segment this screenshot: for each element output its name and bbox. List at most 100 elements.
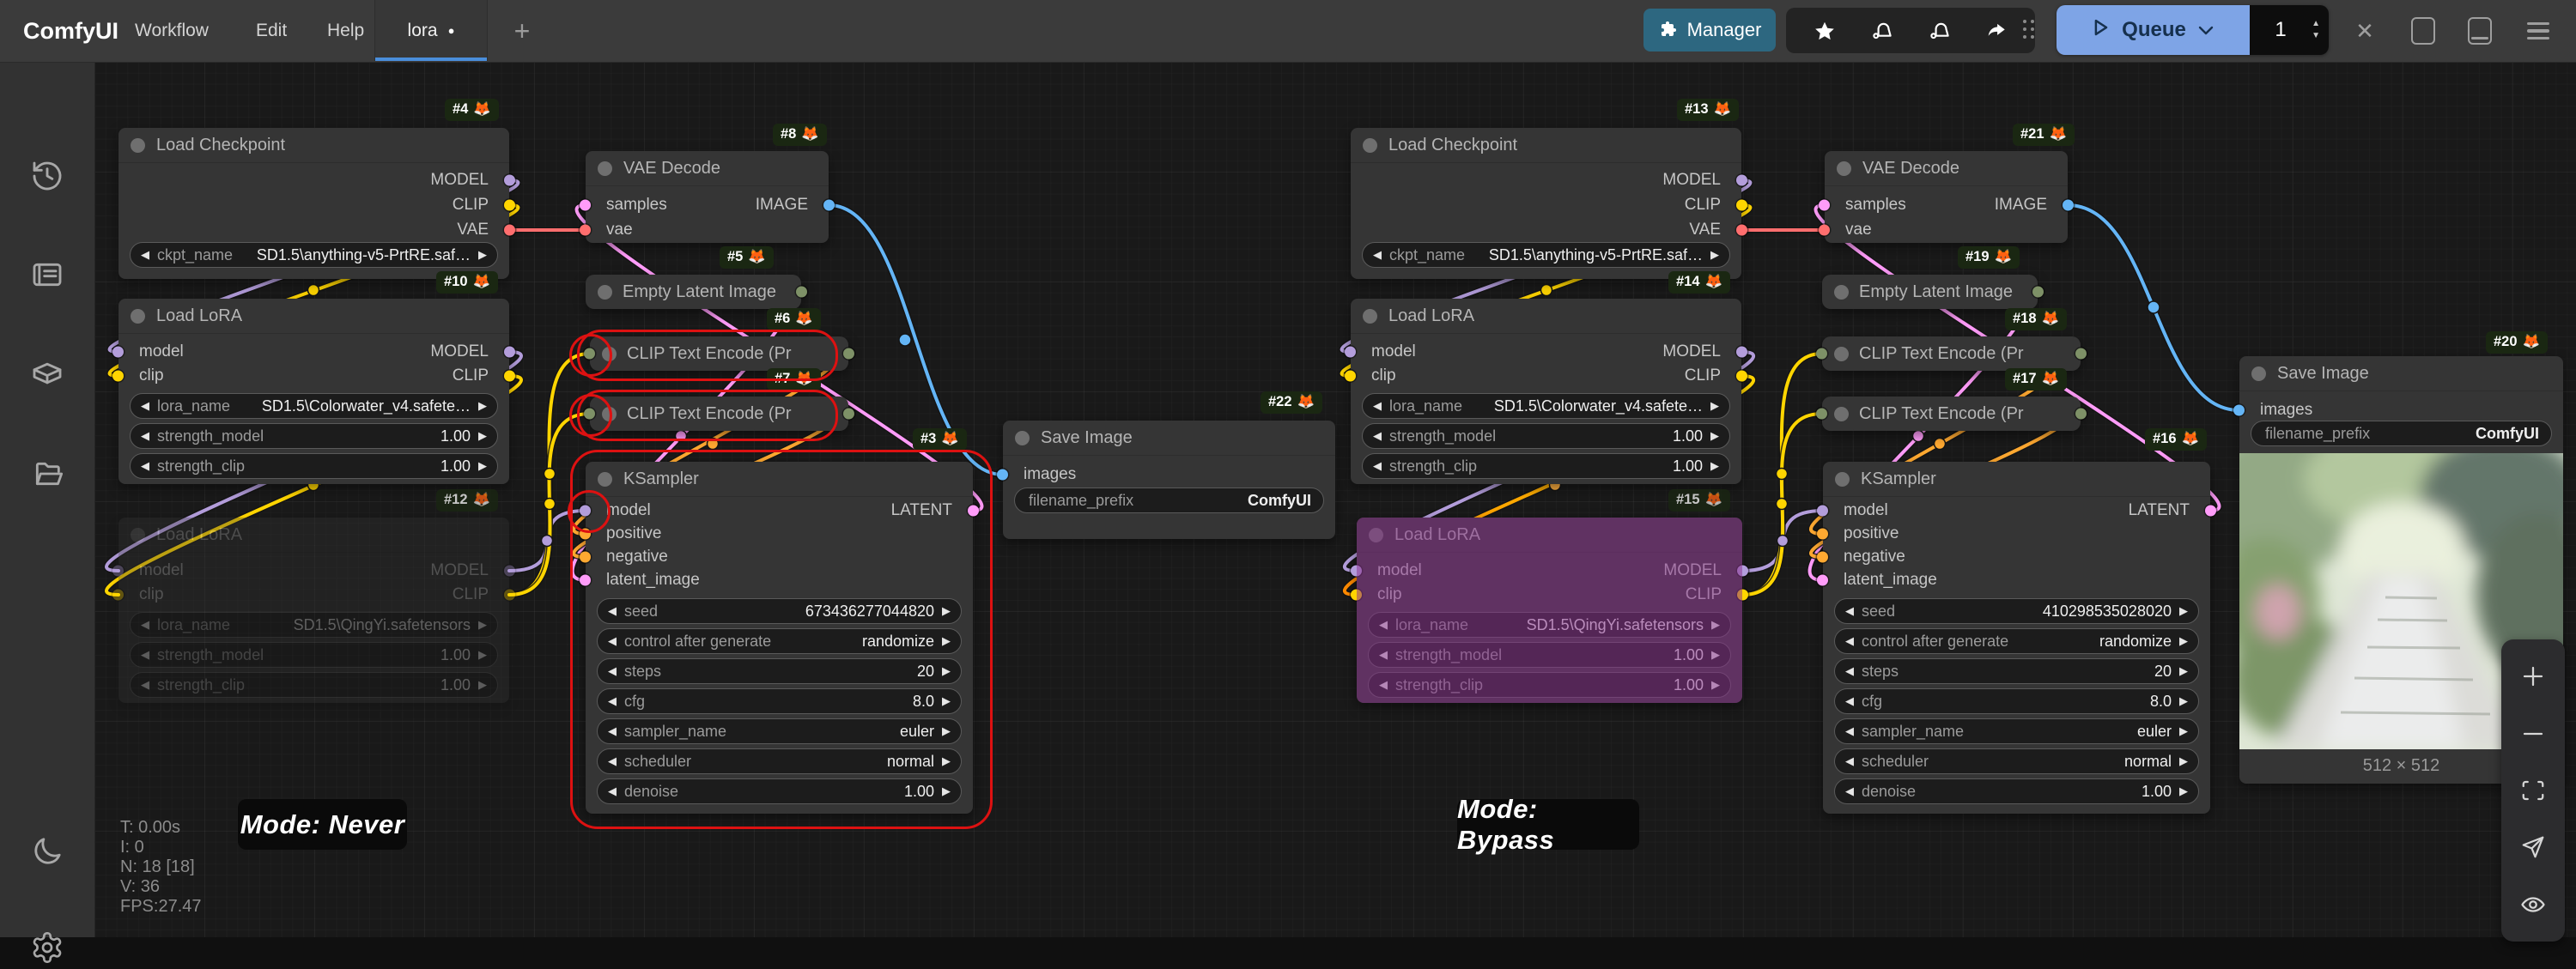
collapse-dot[interactable]	[131, 527, 145, 542]
menu-workflow[interactable]: Workflow	[135, 21, 209, 40]
model-port[interactable]	[504, 174, 515, 186]
new-workflow-button[interactable]: +	[513, 15, 531, 46]
fit-view-button[interactable]	[2518, 776, 2548, 805]
node-clip-encode-positive-collapsed[interactable]: CLIP Text Encode (Pr	[584, 336, 854, 371]
widget-control-after-generate[interactable]: ◀ control after generate randomize ▶	[1834, 628, 2199, 654]
clip-port[interactable]	[1736, 199, 1747, 211]
conditioning-out-port[interactable]	[2075, 408, 2087, 420]
queue-run-button[interactable]: Queue	[2057, 5, 2250, 55]
next-arrow-icon[interactable]: ▶	[942, 724, 951, 737]
focus-mode-button[interactable]	[2408, 15, 2439, 46]
widget-cfg[interactable]: ◀ cfg 8.0 ▶	[597, 688, 962, 714]
node-save-image[interactable]: Save Image images filename_prefix ComfyUI	[997, 421, 1335, 539]
node-load-lora-muted[interactable]: Load LoRA model clip MODEL CLIP ◀ lora_na…	[112, 518, 515, 703]
node-ksampler[interactable]: KSampler model positive negative latent_…	[1817, 462, 2216, 814]
node-library-icon[interactable]	[30, 257, 64, 292]
clip-in-port[interactable]	[584, 348, 595, 360]
star-icon[interactable]	[1814, 20, 1836, 42]
prev-arrow-icon[interactable]: ◀	[608, 724, 617, 737]
latent-port[interactable]	[1817, 574, 1828, 586]
next-arrow-icon[interactable]: ▶	[478, 429, 487, 442]
node-empty-latent-collapsed[interactable]: Empty Latent Image	[586, 275, 807, 309]
widget-cfg[interactable]: ◀ cfg 8.0 ▶	[1834, 688, 2199, 714]
next-arrow-icon[interactable]: ▶	[478, 248, 487, 261]
collapse-dot[interactable]	[602, 406, 617, 421]
node-header[interactable]: Load Checkpoint	[1351, 128, 1741, 163]
drag-handle-icon[interactable]	[2023, 20, 2038, 42]
prev-arrow-icon[interactable]: ◀	[608, 754, 617, 767]
node-header[interactable]: KSampler	[586, 462, 973, 497]
next-arrow-icon[interactable]: ▶	[478, 618, 487, 631]
widget-ckpt-name[interactable]: ◀ ckpt_name SD1.5\anything-v5-PrtRE.saf… ▶	[1362, 242, 1730, 268]
images-port[interactable]	[997, 469, 1008, 481]
prev-arrow-icon[interactable]: ◀	[1845, 784, 1854, 797]
model-port[interactable]	[1736, 174, 1747, 186]
next-arrow-icon[interactable]: ▶	[2179, 784, 2188, 797]
negative-port[interactable]	[1817, 551, 1828, 563]
widget-ckpt-name[interactable]: ◀ ckpt_name SD1.5\anything-v5-PrtRE.saf… ▶	[130, 242, 498, 268]
collapse-dot[interactable]	[131, 137, 145, 153]
prev-arrow-icon[interactable]: ◀	[1845, 604, 1854, 617]
latent-out-port[interactable]	[2205, 505, 2216, 517]
collapse-dot[interactable]	[1363, 308, 1377, 324]
node-header[interactable]: Load Checkpoint	[118, 128, 509, 163]
conditioning-out-port[interactable]	[843, 348, 854, 360]
node-vae-decode[interactable]: VAE Decode samples IMAGE vae	[580, 151, 835, 243]
prev-arrow-icon[interactable]: ◀	[1845, 694, 1854, 707]
next-arrow-icon[interactable]: ▶	[942, 664, 951, 677]
model-port[interactable]	[504, 565, 515, 577]
widget-control-after-generate[interactable]: ◀ control after generate randomize ▶	[597, 628, 962, 654]
prev-arrow-icon[interactable]: ◀	[1845, 724, 1854, 737]
model-port[interactable]	[1736, 346, 1747, 358]
conditioning-out-port[interactable]	[2075, 348, 2087, 360]
zoom-out-button[interactable]	[2518, 719, 2548, 748]
clip-port[interactable]	[504, 199, 515, 211]
node-empty-latent-collapsed[interactable]: Empty Latent Image	[1822, 275, 2044, 309]
vae-port[interactable]	[1819, 224, 1830, 236]
prev-arrow-icon[interactable]: ◀	[1845, 634, 1854, 647]
collapse-dot[interactable]	[598, 160, 612, 176]
increment-icon[interactable]: ▲	[2312, 19, 2320, 28]
zoom-in-button[interactable]	[2518, 662, 2548, 691]
node-header[interactable]: Load LoRA	[118, 518, 509, 553]
collapse-dot[interactable]	[1834, 406, 1849, 421]
node-clip-encode-negative-collapsed[interactable]: CLIP Text Encode (Pr	[1816, 397, 2087, 431]
collapse-dot[interactable]	[1015, 430, 1030, 445]
collapse-dot[interactable]	[1834, 284, 1849, 300]
bottom-panel-toggle-button[interactable]	[2464, 15, 2495, 46]
node-header[interactable]: Save Image	[2239, 356, 2563, 391]
queue-history-icon[interactable]	[30, 159, 64, 193]
prev-arrow-icon[interactable]: ◀	[608, 604, 617, 617]
menu-edit[interactable]: Edit	[256, 21, 288, 40]
next-arrow-icon[interactable]: ▶	[1710, 429, 1719, 442]
node-header[interactable]: Save Image	[1003, 421, 1335, 456]
next-arrow-icon[interactable]: ▶	[942, 694, 951, 707]
next-arrow-icon[interactable]: ▶	[478, 459, 487, 472]
widget-steps[interactable]: ◀ steps 20 ▶	[597, 658, 962, 684]
vae-port[interactable]	[580, 224, 591, 236]
node-load-lora-bypassed[interactable]: Load LoRA model clip MODEL CLIP ◀lora_na…	[1351, 518, 1748, 703]
prev-arrow-icon[interactable]: ◀	[141, 399, 149, 412]
collapse-dot[interactable]	[598, 471, 612, 487]
prev-arrow-icon[interactable]: ◀	[141, 429, 149, 442]
collapse-dot[interactable]	[1837, 160, 1851, 176]
node-header[interactable]: VAE Decode	[586, 151, 829, 186]
node-header[interactable]: VAE Decode	[1825, 151, 2068, 186]
prev-arrow-icon[interactable]: ◀	[608, 784, 617, 797]
prev-arrow-icon[interactable]: ◀	[608, 634, 617, 647]
next-arrow-icon[interactable]: ▶	[1710, 399, 1719, 412]
prev-arrow-icon[interactable]: ◀	[1373, 248, 1382, 261]
next-arrow-icon[interactable]: ▶	[942, 784, 951, 797]
widget-scheduler[interactable]: ◀ scheduler normal ▶	[597, 748, 962, 774]
node-clip-encode-positive-collapsed[interactable]: CLIP Text Encode (Pr	[1816, 336, 2087, 371]
node-ksampler[interactable]: KSampler model positive negative latent_…	[580, 462, 979, 814]
collapse-dot[interactable]	[602, 346, 617, 361]
share-icon[interactable]	[1985, 20, 2008, 42]
collapse-dot[interactable]	[131, 308, 145, 324]
latent-port[interactable]	[580, 574, 591, 586]
prev-arrow-icon[interactable]: ◀	[141, 678, 149, 691]
collapse-dot[interactable]	[1834, 346, 1849, 361]
